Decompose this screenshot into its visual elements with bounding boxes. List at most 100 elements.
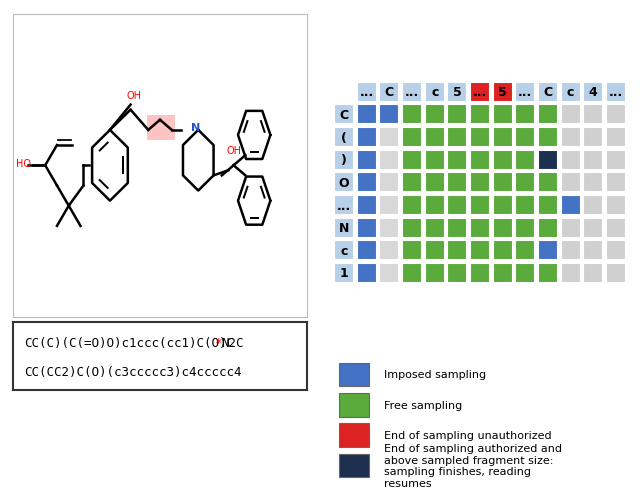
Bar	[606, 150, 626, 170]
Bar	[515, 150, 535, 170]
Bar	[380, 241, 399, 261]
Bar	[402, 218, 422, 238]
Text: N: N	[339, 222, 349, 235]
Bar	[402, 173, 422, 193]
Text: CC(C)(C(=O)O)c1ccc(cc1)C(O)C: CC(C)(C(=O)O)c1ccc(cc1)C(O)C	[24, 336, 235, 349]
Text: End of sampling authorized and
above sampled fragment size:
sampling finishes, r: End of sampling authorized and above sam…	[384, 443, 562, 488]
Bar	[402, 105, 422, 125]
Text: 4: 4	[589, 86, 598, 99]
Bar	[470, 82, 490, 102]
Text: ...: ...	[473, 86, 487, 99]
Bar	[538, 128, 558, 148]
Text: ...: ...	[337, 199, 351, 212]
Bar	[380, 196, 399, 216]
Text: ...: ...	[609, 86, 623, 99]
Bar	[334, 105, 354, 125]
Bar	[538, 218, 558, 238]
Text: c: c	[431, 86, 438, 99]
Bar	[583, 241, 603, 261]
Bar	[583, 196, 603, 216]
Bar	[561, 173, 580, 193]
Bar	[339, 454, 369, 477]
Bar	[583, 218, 603, 238]
Bar	[538, 150, 558, 170]
Bar	[470, 173, 490, 193]
Text: (: (	[341, 131, 347, 144]
Bar	[334, 128, 354, 148]
Bar	[380, 264, 399, 284]
Bar	[470, 218, 490, 238]
Text: Free sampling: Free sampling	[384, 400, 462, 410]
Bar	[515, 82, 535, 102]
Bar	[583, 105, 603, 125]
Bar	[402, 150, 422, 170]
Bar	[447, 196, 467, 216]
Bar	[493, 218, 513, 238]
Bar	[493, 241, 513, 261]
Bar	[357, 128, 377, 148]
Text: 5: 5	[499, 86, 507, 99]
Bar	[493, 196, 513, 216]
Text: c: c	[567, 86, 574, 99]
Bar	[447, 218, 467, 238]
Bar	[402, 82, 422, 102]
Bar	[334, 196, 354, 216]
Bar	[538, 264, 558, 284]
Text: End of sampling unauthorized: End of sampling unauthorized	[384, 430, 552, 440]
Text: ...: ...	[518, 86, 532, 99]
Bar	[447, 105, 467, 125]
Bar	[538, 82, 558, 102]
Bar	[339, 424, 369, 447]
Bar	[515, 218, 535, 238]
Bar	[561, 105, 580, 125]
Bar	[515, 105, 535, 125]
Bar	[425, 264, 445, 284]
Bar	[425, 173, 445, 193]
Bar	[425, 150, 445, 170]
Bar	[606, 82, 626, 102]
Bar	[470, 241, 490, 261]
Bar	[606, 173, 626, 193]
Text: ...: ...	[405, 86, 419, 99]
Text: ): )	[341, 154, 347, 167]
Bar	[538, 105, 558, 125]
Bar	[561, 241, 580, 261]
Bar	[357, 264, 377, 284]
Bar	[470, 264, 490, 284]
Bar	[583, 128, 603, 148]
Bar	[380, 105, 399, 125]
Bar	[515, 128, 535, 148]
Bar	[493, 150, 513, 170]
Bar	[447, 241, 467, 261]
Bar	[538, 241, 558, 261]
Text: HO: HO	[15, 159, 31, 168]
Bar	[561, 264, 580, 284]
Bar	[339, 363, 369, 386]
Text: C: C	[340, 109, 349, 122]
Bar	[538, 196, 558, 216]
Text: Imposed sampling: Imposed sampling	[384, 370, 486, 380]
Bar	[606, 105, 626, 125]
Text: C: C	[543, 86, 552, 99]
Bar	[470, 105, 490, 125]
Bar	[515, 264, 535, 284]
Bar	[447, 82, 467, 102]
Bar	[583, 264, 603, 284]
Bar	[606, 218, 626, 238]
Bar	[515, 196, 535, 216]
Bar	[380, 150, 399, 170]
Bar	[561, 218, 580, 238]
Bar	[538, 173, 558, 193]
Bar	[380, 82, 399, 102]
Bar	[583, 82, 603, 102]
Bar	[357, 150, 377, 170]
Text: ...: ...	[360, 86, 374, 99]
Bar	[561, 150, 580, 170]
Bar	[493, 128, 513, 148]
Polygon shape	[147, 116, 175, 141]
Bar	[515, 241, 535, 261]
Bar	[583, 150, 603, 170]
Bar	[334, 173, 354, 193]
Bar	[425, 196, 445, 216]
Bar	[470, 196, 490, 216]
